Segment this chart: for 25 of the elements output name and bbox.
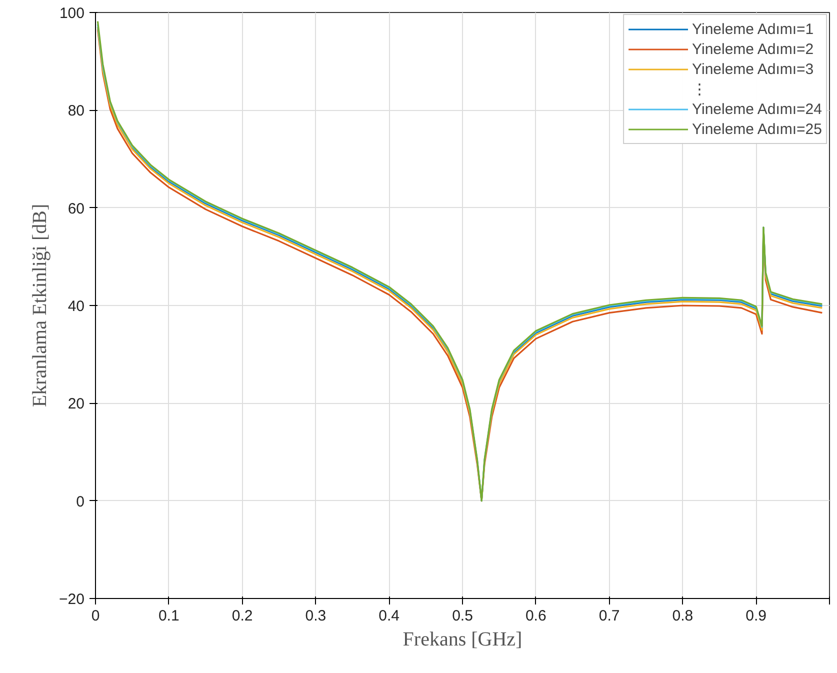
x-tick-label: 0.8 — [672, 608, 694, 624]
y-tick-label: 60 — [68, 200, 85, 218]
x-tick-label: 0.5 — [452, 608, 473, 624]
legend-label: Yineleme Adımı=24 — [692, 100, 822, 118]
x-tick-label: 0.3 — [305, 608, 326, 624]
x-tick-label: 0 — [91, 608, 100, 624]
y-tick-label: 80 — [68, 102, 85, 120]
legend-label: Yineleme Adımı=25 — [692, 120, 822, 138]
y-tick-label: 40 — [68, 298, 85, 315]
annotation: ⋮ — [692, 80, 708, 98]
x-tick-label: 0.4 — [378, 608, 400, 624]
x-tick-label: 0.2 — [232, 608, 253, 624]
legend-label: Yineleme Adımı=1 — [692, 20, 814, 38]
y-tick-label: 20 — [68, 396, 85, 413]
x-tick-label: 0.9 — [746, 608, 767, 624]
legend-label: Yineleme Adımı=2 — [692, 40, 814, 58]
x-axis-title: Frekans [GHz] — [402, 628, 522, 650]
x-tick-label: 0.1 — [158, 608, 180, 624]
x-tick-label: 0.6 — [525, 608, 546, 624]
y-tick-label: 0 — [76, 493, 84, 510]
legend-label: Yineleme Adımı=3 — [692, 60, 814, 78]
x-tick-label: 0.7 — [598, 608, 620, 624]
y-tick-label: −20 — [59, 591, 85, 608]
y-tick-label: 100 — [59, 5, 85, 22]
y-axis-title: Ekranlama Etkinliği [dB] — [29, 204, 52, 408]
